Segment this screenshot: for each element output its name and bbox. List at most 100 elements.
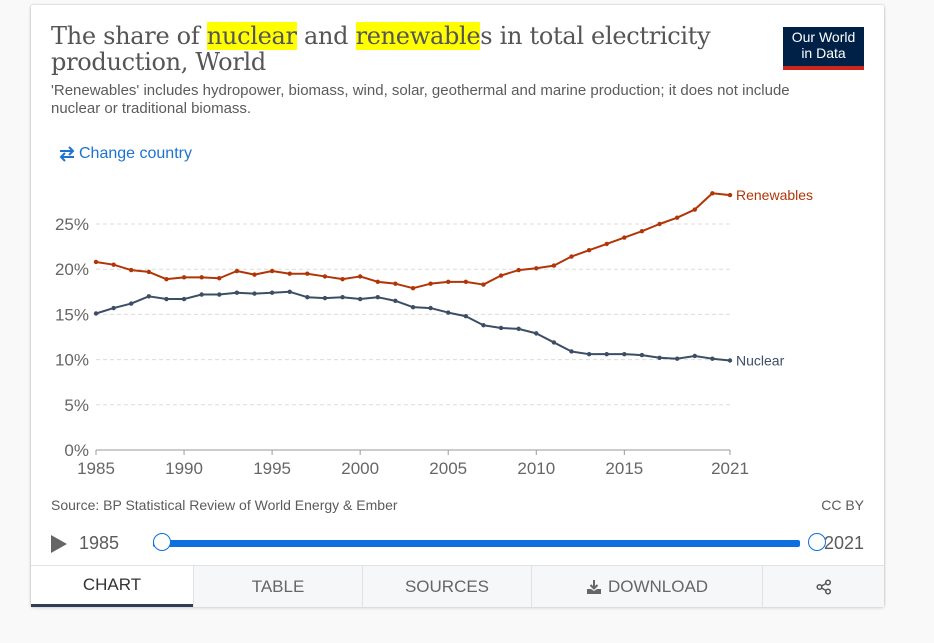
data-point-nuclear <box>692 353 697 359</box>
data-point-nuclear <box>727 358 733 363</box>
data-point-nuclear <box>622 351 627 357</box>
line-chart: 0% 5% 10% 15% 20% 25% 1985 1990 1995 2000 2005 2010… <box>55 187 813 478</box>
data-point-nuclear <box>516 326 521 332</box>
data-point-nuclear <box>463 314 469 319</box>
data-point-nuclear <box>657 355 662 360</box>
x-tick-label: 2015 <box>605 459 643 478</box>
tab-bar: CHART TABLE SOURCES DOWNLOAD <box>31 565 884 607</box>
y-tick-label: 20% <box>55 260 89 279</box>
tab-download[interactable]: DOWNLOAD <box>531 566 762 607</box>
data-point-renewables <box>622 235 627 240</box>
data-point-renewables <box>340 276 345 282</box>
data-point-nuclear <box>305 295 310 300</box>
license-link[interactable]: CC BY <box>821 497 864 513</box>
y-tick-label: 25% <box>55 215 89 234</box>
data-point-nuclear <box>674 356 680 361</box>
data-point-renewables <box>674 215 680 220</box>
y-tick-label: 0% <box>64 441 89 460</box>
data-point-renewables <box>463 279 469 285</box>
tab-download-label: DOWNLOAD <box>607 576 709 596</box>
x-tick-label: 2000 <box>341 459 379 478</box>
data-point-renewables <box>375 279 380 285</box>
data-point-nuclear <box>498 325 504 331</box>
data-point-renewables <box>551 263 557 268</box>
tab-share[interactable] <box>762 566 884 607</box>
share-icon <box>815 578 831 595</box>
data-point-nuclear <box>481 323 486 328</box>
tab-chart-label: CHART <box>82 575 142 594</box>
data-point-nuclear <box>234 290 240 295</box>
data-point-renewables <box>657 221 662 227</box>
title-part: The share of <box>51 22 207 50</box>
data-point-nuclear <box>129 301 134 306</box>
data-point-renewables <box>199 275 204 280</box>
data-point-renewables <box>534 266 539 271</box>
tab-sources[interactable]: SOURCES <box>362 566 531 607</box>
tab-chart[interactable]: CHART <box>31 566 193 607</box>
play-icon[interactable] <box>51 535 67 553</box>
data-point-renewables <box>322 274 328 279</box>
tab-sources-label: SOURCES <box>404 576 490 596</box>
tab-table[interactable]: TABLE <box>193 566 362 607</box>
x-tick-label: 2010 <box>517 459 555 478</box>
data-point-renewables <box>393 281 398 286</box>
data-point-renewables <box>129 267 134 273</box>
data-point-nuclear <box>569 349 574 354</box>
data-point-nuclear <box>586 351 592 357</box>
data-point-renewables <box>146 269 152 275</box>
data-point-renewables <box>164 276 169 282</box>
timeline: 1985 2021 <box>51 530 864 558</box>
data-point-renewables <box>217 276 222 281</box>
y-tick-label: 10% <box>55 351 89 370</box>
data-point-nuclear <box>287 289 292 294</box>
data-point-renewables <box>692 207 697 212</box>
data-point-nuclear <box>164 296 169 302</box>
data-point-renewables <box>93 259 99 265</box>
change-country-button[interactable]: Change country <box>57 145 192 163</box>
data-point-nuclear <box>199 292 204 297</box>
chart-card: The share of nuclear and renewables in t… <box>31 5 884 607</box>
data-point-nuclear <box>639 352 645 358</box>
data-point-renewables <box>604 241 609 247</box>
timeline-start-year: 1985 <box>79 533 120 553</box>
data-point-renewables <box>410 285 416 291</box>
data-point-nuclear <box>393 298 398 304</box>
x-tick-label: 1990 <box>165 459 203 478</box>
data-point-nuclear <box>357 296 363 302</box>
title-part: and <box>296 22 356 50</box>
data-point-nuclear <box>375 295 380 300</box>
timeline-end-handle[interactable] <box>808 533 826 551</box>
chart-subtitle: 'Renewables' includes hydropower, biomas… <box>51 82 790 117</box>
data-point-nuclear <box>428 305 433 311</box>
series-label-renewables: Renewables <box>736 187 813 203</box>
timeline-start-handle[interactable] <box>153 533 171 551</box>
data-point-nuclear <box>446 310 451 315</box>
timeline-track[interactable] <box>153 540 800 547</box>
title-highlight-renewable: renewable <box>355 22 481 50</box>
data-point-renewables <box>481 282 486 287</box>
data-point-nuclear <box>252 291 257 296</box>
data-point-nuclear <box>111 305 116 311</box>
x-tick-label: 2005 <box>429 459 467 478</box>
data-point-nuclear <box>551 340 557 345</box>
swap-arrows-icon <box>59 146 75 162</box>
x-tick-label: 1985 <box>77 459 115 478</box>
data-point-nuclear <box>604 351 609 357</box>
series-line-renewables <box>95 192 731 290</box>
data-point-nuclear <box>181 296 187 302</box>
data-point-renewables <box>234 268 240 274</box>
title-highlight-nuclear: nuclear <box>206 22 297 50</box>
data-point-nuclear <box>93 311 99 316</box>
owid-logo[interactable]: Our World in Data <box>783 27 864 70</box>
data-point-renewables <box>357 274 363 279</box>
logo-line-1: Our World <box>791 29 856 45</box>
data-point-renewables <box>569 254 574 259</box>
source-note[interactable]: Source: BP Statistical Review of World E… <box>51 497 398 513</box>
data-point-nuclear <box>217 292 222 297</box>
data-point-nuclear <box>710 356 715 361</box>
y-tick-label: 5% <box>64 396 89 415</box>
logo-line-2: in Data <box>801 45 846 61</box>
series-line-nuclear <box>95 290 731 362</box>
data-point-nuclear <box>340 295 345 300</box>
data-point-renewables <box>586 248 592 253</box>
